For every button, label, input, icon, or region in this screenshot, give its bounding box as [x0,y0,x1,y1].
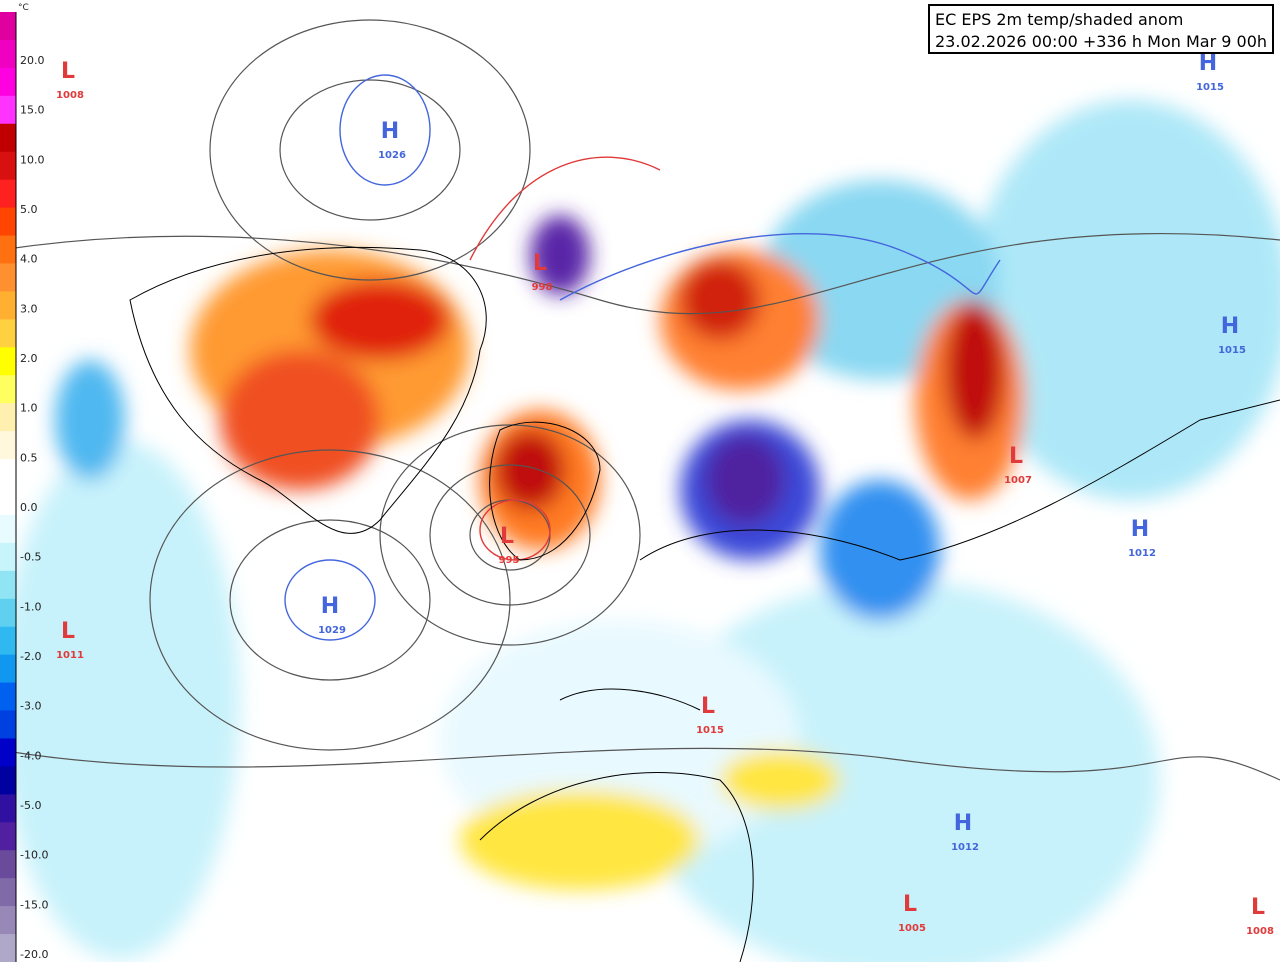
legend-band [0,598,16,628]
legend-band [0,123,16,153]
center-letter: L [61,619,75,644]
legend-label: -0.5 [20,551,41,564]
legend-band [0,151,16,181]
legend-band [0,738,16,767]
legend-band [0,263,16,292]
legend-label: 15.0 [20,104,45,117]
center-letter: H [381,119,399,144]
pressure-centers: L 1008 H 1026 L 998 L 995 H 1029 L 1011 L 1015 L 1007 H 1… [56,51,1274,937]
legend-label: 2.0 [20,352,38,365]
legend-band [0,487,16,516]
center-pressure: 1026 [378,150,406,161]
center-letter: H [1199,51,1217,76]
legend-label: -2.0 [20,650,41,663]
legend-band [0,570,16,600]
legend-band [0,626,16,656]
legend-band [0,459,16,488]
center-pressure: 998 [532,282,553,293]
center-letter: H [1131,517,1149,542]
legend-band [0,766,16,795]
center-letter: H [1221,314,1239,339]
center-pressure: 1029 [318,625,346,636]
legend-band [0,682,16,712]
center-letter: L [903,892,917,917]
center-pressure: 1008 [1246,926,1274,937]
legend-label: 0.5 [20,451,38,464]
center-pressure: 1015 [1196,82,1224,93]
legend-band [0,822,16,851]
legend-band [0,12,16,41]
center-pressure: 1007 [1004,475,1032,486]
legend-label: -10.0 [20,849,48,862]
legend-band [0,67,16,97]
anomaly-shading [0,100,1280,962]
legend-band [0,347,16,376]
legend-band [0,878,16,907]
legend-label: 0.0 [20,501,38,514]
coastlines [129,246,1280,962]
center-pressure: 1011 [56,650,84,661]
legend-band [0,542,16,572]
legend-label: -1.0 [20,600,41,613]
legend-label: 3.0 [20,302,38,315]
legend-band [0,934,16,962]
title-line: 23.02.2026 00:00 +336 h Mon Mar 9 00h [935,32,1268,51]
center-letter: L [1251,895,1265,920]
center-letter: L [533,251,547,276]
legend-label: 5.0 [20,203,38,216]
legend-band [0,431,16,460]
legend-band [0,403,16,432]
legend-band [0,710,16,739]
legend-band [0,95,16,125]
title-line: EC EPS 2m temp/shaded anom [935,10,1184,29]
center-pressure: 1008 [56,90,84,101]
legend-band [0,179,16,209]
legend-band [0,235,16,264]
color-legend: °C 20.0 15.0 10.0 5.0 4.0 3.0 2.0 1.0 0.5 0.0 -0.5… [0,3,48,962]
legend-label: 20.0 [20,54,45,67]
center-letter: H [321,594,339,619]
isobars-colored [284,74,1001,641]
legend-label: 4.0 [20,253,38,266]
center-letter: H [954,811,972,836]
legend-band [0,514,16,544]
center-pressure: 995 [499,555,520,566]
center-pressure: 1005 [898,923,926,934]
legend-band [0,794,16,823]
title-box: EC EPS 2m temp/shaded anom 23.02.2026 00… [928,4,1274,54]
legend-band [0,291,16,320]
center-letter: L [500,524,514,549]
legend-band [0,207,16,237]
legend-label: 10.0 [20,153,45,166]
legend-label: 1.0 [20,402,38,415]
center-pressure: 1015 [696,725,724,736]
legend-band [0,39,16,69]
legend-label: -5.0 [20,799,41,812]
legend-band [0,654,16,684]
center-letter: L [1009,444,1023,469]
legend-label: -4.0 [20,749,41,762]
center-pressure: 1015 [1218,345,1246,356]
legend-band [0,906,16,935]
legend-band [0,375,16,404]
legend-label: -15.0 [20,898,48,911]
legend-unit: °C [18,3,29,13]
legend-band [0,850,16,879]
center-letter: L [61,59,75,84]
center-pressure: 1012 [1128,548,1156,559]
legend-label: -20.0 [20,948,48,961]
center-letter: L [701,694,715,719]
center-pressure: 1012 [951,842,979,853]
legend-label: -3.0 [20,700,41,713]
legend-band [0,319,16,348]
